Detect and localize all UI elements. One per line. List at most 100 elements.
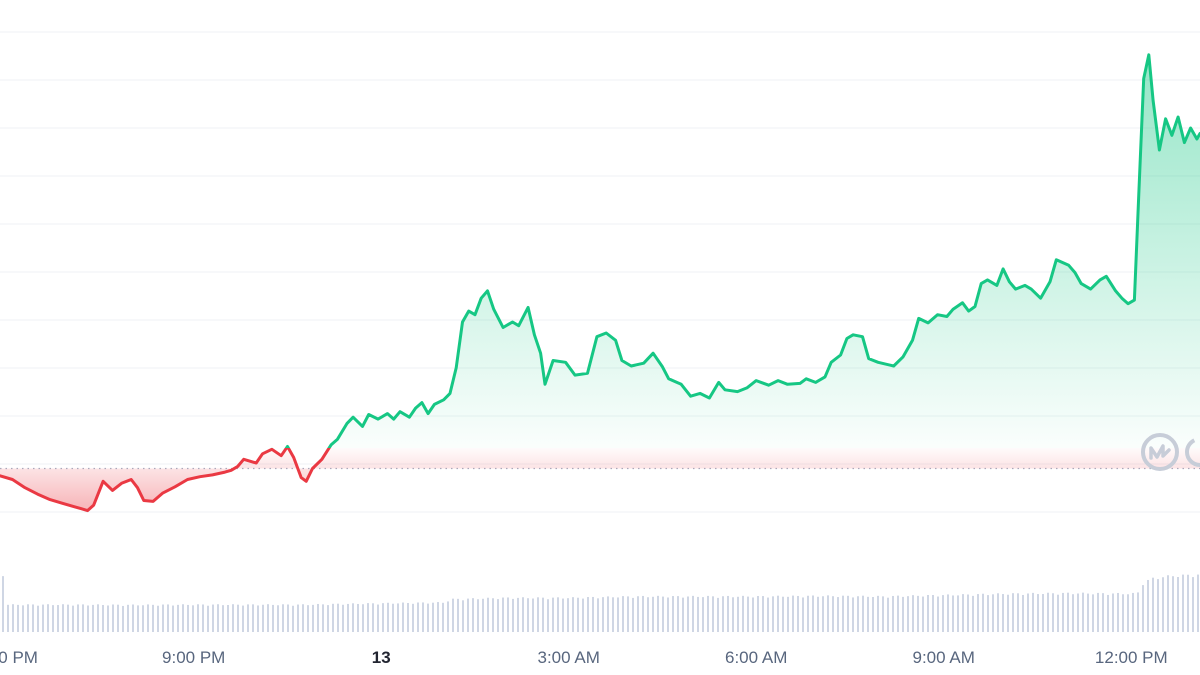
- volume-bar: [172, 605, 174, 632]
- volume-bar: [257, 605, 259, 632]
- volume-bar: [842, 595, 844, 632]
- volume-bar: [402, 602, 404, 632]
- volume-bar: [652, 596, 654, 632]
- volume-bar: [227, 605, 229, 632]
- volume-bar: [1062, 592, 1064, 632]
- volume-bar: [687, 596, 689, 632]
- volume-bar: [1052, 593, 1054, 632]
- volume-bar: [422, 602, 424, 632]
- volume-bar: [87, 605, 89, 632]
- volume-bar: [922, 596, 924, 632]
- volume-bar: [1002, 594, 1004, 632]
- volume-bar: [532, 598, 534, 632]
- volume-bar: [737, 596, 739, 632]
- volume-bar: [697, 596, 699, 632]
- volume-bar: [407, 603, 409, 632]
- volume-bar: [302, 604, 304, 632]
- volume-bar: [1112, 593, 1114, 632]
- volume-bar: [137, 605, 139, 632]
- volume-bar: [527, 598, 529, 632]
- volume-bar: [857, 596, 859, 632]
- volume-bar: [1137, 592, 1139, 632]
- volume-bar: [1007, 594, 1009, 632]
- volume-bar: [587, 597, 589, 632]
- x-tick-label: 6:00 PM: [0, 648, 38, 667]
- volume-bar: [1017, 593, 1019, 632]
- volume-bar: [907, 596, 909, 632]
- volume-bar: [412, 603, 414, 632]
- volume-bar: [967, 594, 969, 632]
- volume-bar: [1097, 592, 1099, 632]
- volume-bar: [1087, 593, 1089, 632]
- volume-bar: [362, 604, 364, 632]
- volume-bar: [1077, 593, 1079, 632]
- volume-bar: [42, 604, 44, 632]
- volume-bar: [117, 604, 119, 632]
- volume-bar: [827, 595, 829, 632]
- volume-bar: [187, 604, 189, 632]
- volume-bar: [647, 597, 649, 632]
- volume-bar: [1012, 593, 1014, 632]
- volume-bar: [617, 597, 619, 632]
- volume-bar: [292, 605, 294, 632]
- volume-bar: [702, 597, 704, 632]
- volume-bar: [832, 596, 834, 632]
- volume-bar: [977, 594, 979, 632]
- volume-bar: [597, 598, 599, 632]
- volume-bar: [112, 604, 114, 632]
- volume-bar: [252, 604, 254, 632]
- volume-bar: [767, 597, 769, 632]
- volume-bar: [1027, 593, 1029, 632]
- volume-bar: [517, 597, 519, 632]
- volume-bar: [242, 605, 244, 632]
- volume-bar: [382, 603, 384, 632]
- x-tick-label: 3:00 AM: [538, 648, 600, 667]
- volume-bar: [287, 604, 289, 632]
- volume-bar: [602, 597, 604, 632]
- volume-bar: [592, 596, 594, 632]
- volume-bar: [612, 597, 614, 632]
- volume-bar: [107, 605, 109, 632]
- volume-bar: [952, 595, 954, 632]
- volume-bar: [1167, 575, 1169, 632]
- volume-bar: [727, 595, 729, 632]
- volume-bar: [17, 604, 19, 632]
- volume-bar: [512, 598, 514, 632]
- volume-bar: [82, 604, 84, 632]
- volume-bar: [277, 605, 279, 632]
- volume-bar: [417, 602, 419, 632]
- volume-bar: [982, 593, 984, 632]
- volume-bar: [437, 602, 439, 632]
- volume-bar: [52, 605, 54, 632]
- volume-bar: [622, 596, 624, 632]
- volume-bar: [752, 597, 754, 632]
- volume-bar: [62, 604, 64, 632]
- volume-bar: [12, 604, 14, 632]
- volume-bar: [992, 594, 994, 632]
- volume-bar: [1032, 592, 1034, 632]
- volume-bar: [282, 604, 284, 632]
- volume-bar: [212, 604, 214, 632]
- price-line-up: [271, 53, 1200, 448]
- volume-bar: [717, 597, 719, 632]
- volume-bar: [462, 600, 464, 632]
- volume-bar: [232, 604, 234, 632]
- volume-bar: [342, 604, 344, 632]
- volume-bar: [847, 595, 849, 632]
- volume-bar: [447, 601, 449, 632]
- volume-bar: [492, 598, 494, 632]
- volume-bar: [347, 603, 349, 632]
- volume-bar: [352, 603, 354, 632]
- volume-bar: [1182, 574, 1184, 632]
- volume-bar: [757, 596, 759, 632]
- volume-bar: [792, 595, 794, 632]
- volume-bar: [102, 605, 104, 632]
- volume-bar: [377, 604, 379, 632]
- volume-bar: [387, 602, 389, 632]
- volume-bar: [637, 596, 639, 632]
- x-tick-label: 13: [372, 648, 391, 667]
- volume-bar: [1047, 592, 1049, 632]
- x-tick-label: 9:00 AM: [913, 648, 975, 667]
- volume-bar: [1117, 592, 1119, 632]
- volume-bar: [1092, 594, 1094, 632]
